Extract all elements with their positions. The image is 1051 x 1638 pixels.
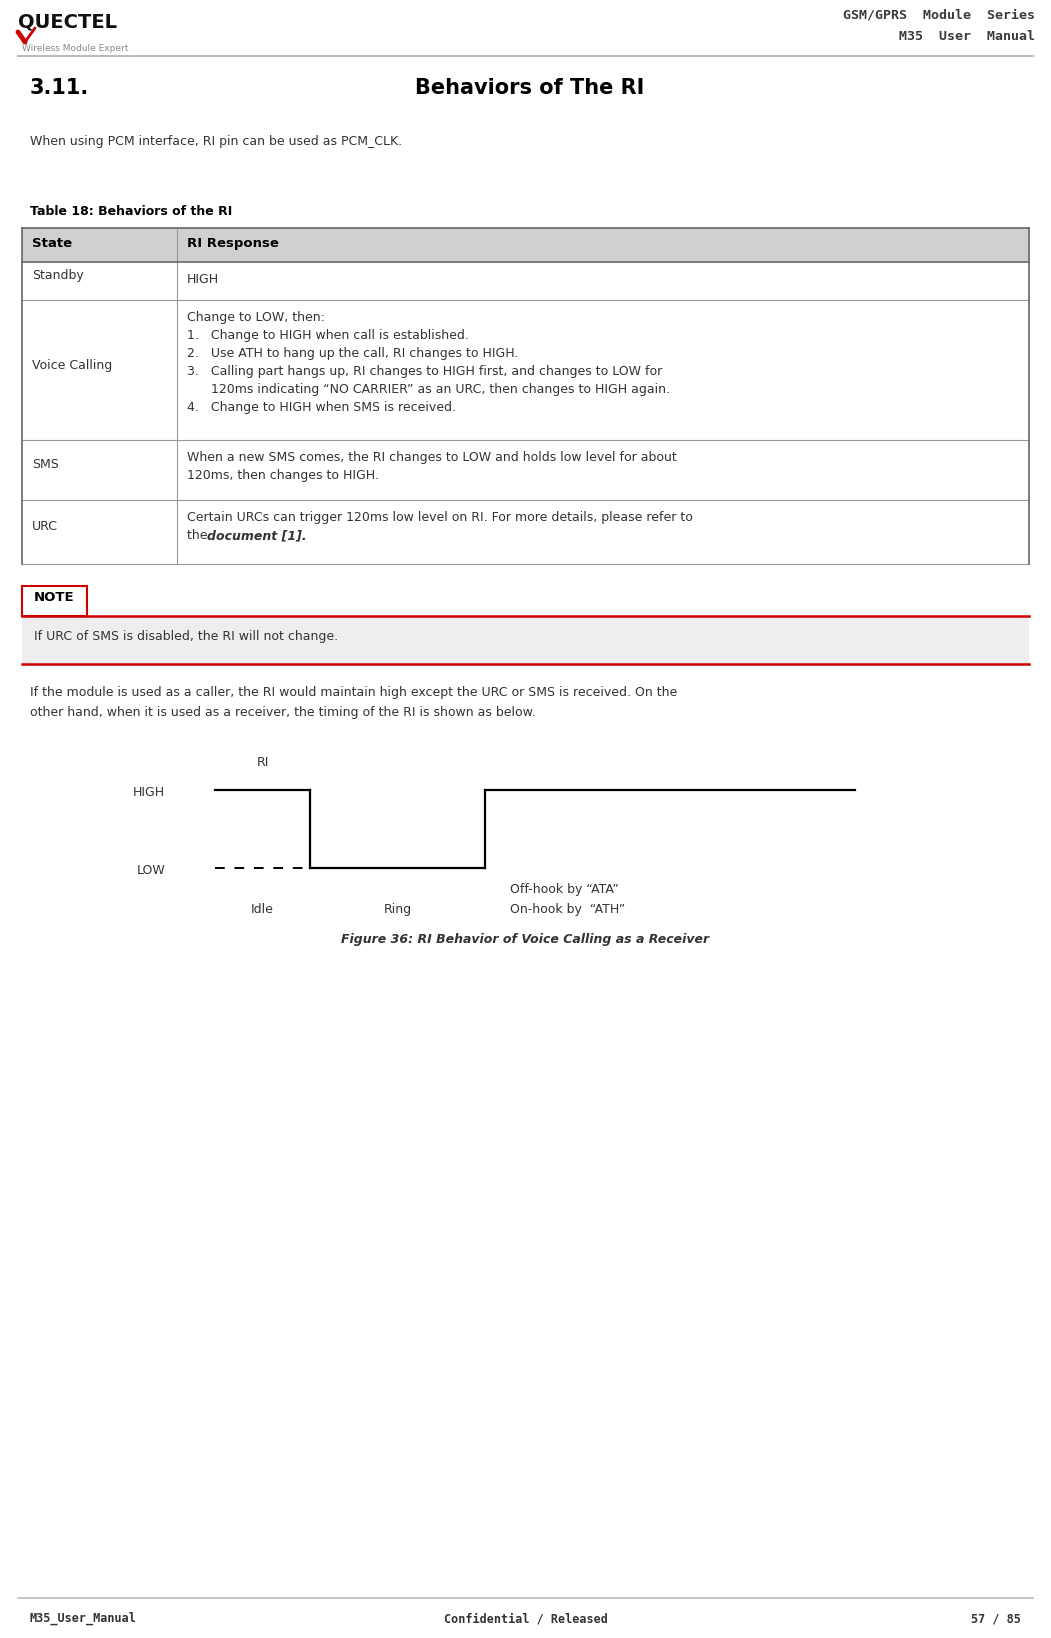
Text: When a new SMS comes, the RI changes to LOW and holds low level for about: When a new SMS comes, the RI changes to … — [187, 450, 677, 464]
Text: 2.   Use ATH to hang up the call, RI changes to HIGH.: 2. Use ATH to hang up the call, RI chang… — [187, 347, 518, 360]
Text: Figure 36: RI Behavior of Voice Calling as a Receiver: Figure 36: RI Behavior of Voice Calling … — [342, 934, 709, 947]
Bar — [22, 441, 1029, 500]
Text: GSM/GPRS  Module  Series: GSM/GPRS Module Series — [843, 8, 1035, 21]
Text: If URC of SMS is disabled, the RI will not change.: If URC of SMS is disabled, the RI will n… — [34, 631, 338, 644]
Text: If the module is used as a caller, the RI would maintain high except the URC or : If the module is used as a caller, the R… — [30, 686, 677, 699]
Bar — [22, 500, 1029, 563]
Text: When using PCM interface, RI pin can be used as PCM_CLK.: When using PCM interface, RI pin can be … — [30, 134, 403, 147]
Text: document [1].: document [1]. — [207, 529, 307, 542]
Text: HIGH: HIGH — [132, 786, 165, 798]
Text: URC: URC — [32, 521, 58, 534]
Text: 120ms indicating “NO CARRIER” as an URC, then changes to HIGH again.: 120ms indicating “NO CARRIER” as an URC,… — [187, 383, 669, 396]
Text: QUECTEL: QUECTEL — [18, 11, 117, 31]
Text: M35_User_Manual: M35_User_Manual — [30, 1612, 137, 1625]
Text: RI: RI — [256, 757, 269, 768]
Text: LOW: LOW — [137, 863, 165, 876]
Text: Table 18: Behaviors of the RI: Table 18: Behaviors of the RI — [30, 205, 232, 218]
Text: State: State — [32, 238, 73, 251]
Text: On-hook by  “ATH”: On-hook by “ATH” — [510, 903, 625, 916]
Text: Confidential / Released: Confidential / Released — [444, 1612, 607, 1625]
Text: 57 / 85: 57 / 85 — [971, 1612, 1021, 1625]
Text: SMS: SMS — [32, 459, 59, 472]
Text: Ring: Ring — [384, 903, 412, 916]
Text: Certain URCs can trigger 120ms low level on RI. For more details, please refer t: Certain URCs can trigger 120ms low level… — [187, 511, 693, 524]
Bar — [22, 616, 1029, 663]
Bar — [22, 228, 1029, 262]
Text: other hand, when it is used as a receiver, the timing of the RI is shown as belo: other hand, when it is used as a receive… — [30, 706, 536, 719]
Text: Off-hook by “ATA”: Off-hook by “ATA” — [510, 883, 619, 896]
Bar — [22, 262, 1029, 300]
Text: 4.   Change to HIGH when SMS is received.: 4. Change to HIGH when SMS is received. — [187, 401, 456, 414]
Text: RI Response: RI Response — [187, 238, 279, 251]
Text: 3.   Calling part hangs up, RI changes to HIGH first, and changes to LOW for: 3. Calling part hangs up, RI changes to … — [187, 365, 662, 378]
Text: Behaviors of The RI: Behaviors of The RI — [415, 79, 644, 98]
Text: Voice Calling: Voice Calling — [32, 359, 112, 372]
Bar — [22, 300, 1029, 441]
Text: NOTE: NOTE — [35, 591, 75, 604]
Text: 120ms, then changes to HIGH.: 120ms, then changes to HIGH. — [187, 468, 378, 482]
Bar — [22, 586, 87, 616]
Text: Wireless Module Expert: Wireless Module Expert — [22, 44, 128, 52]
Text: Change to LOW, then:: Change to LOW, then: — [187, 311, 325, 324]
Text: 3.11.: 3.11. — [30, 79, 89, 98]
Text: M35  User  Manual: M35 User Manual — [899, 29, 1035, 43]
Text: Idle: Idle — [251, 903, 274, 916]
Text: Standby: Standby — [32, 270, 84, 282]
Text: 1.   Change to HIGH when call is established.: 1. Change to HIGH when call is establish… — [187, 329, 469, 342]
Text: HIGH: HIGH — [187, 274, 219, 287]
Text: the: the — [187, 529, 211, 542]
